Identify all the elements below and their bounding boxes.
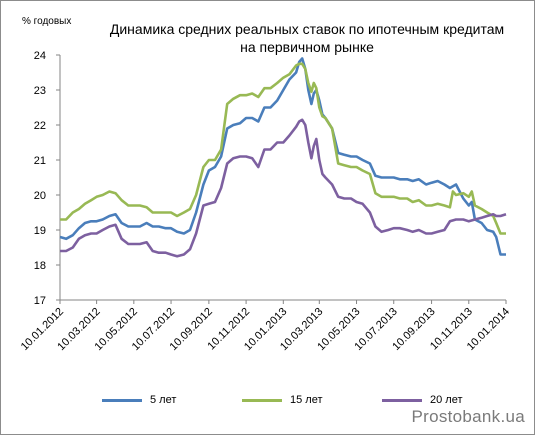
legend-label-20: 20 лет [430,394,463,406]
axes: 171819202122232410.01.201210.03.201210.0… [19,50,512,353]
y-tick-label-23: 23 [34,85,46,97]
y-tick-label-20: 20 [34,190,46,202]
legend-item-5: 5 лет [102,394,176,406]
y-axis-unit-label: % годовых [22,16,72,27]
y-tick-label-18: 18 [34,260,46,272]
legend-swatch-20 [382,398,422,402]
chart-title-line-2: на первичном рынке [240,39,374,55]
series-lines [59,57,507,258]
y-tick-label-24: 24 [34,50,46,62]
chart-title: Динамика средних реальных ставок по ипот… [92,20,522,56]
series-line-1 [59,57,506,256]
series-line-3 [60,118,507,258]
y-tick-label-17: 17 [34,295,46,307]
y-tick-label-22: 22 [34,120,46,132]
legend-label-5: 5 лет [150,394,177,406]
legend-swatch-15 [242,398,282,402]
y-tick-label-21: 21 [34,155,46,167]
legend-swatch-5 [102,398,142,402]
legend-item-15: 15 лет [242,394,323,406]
y-tick-label-19: 19 [34,225,46,237]
watermark-logo: Prostobank.ua [411,407,525,426]
chart-title-line-1: Динамика средних реальных ставок по ипот… [109,21,505,37]
legend-label-15: 15 лет [290,394,323,406]
series-line-2 [60,62,506,235]
legend-item-20: 20 лет [382,394,463,406]
